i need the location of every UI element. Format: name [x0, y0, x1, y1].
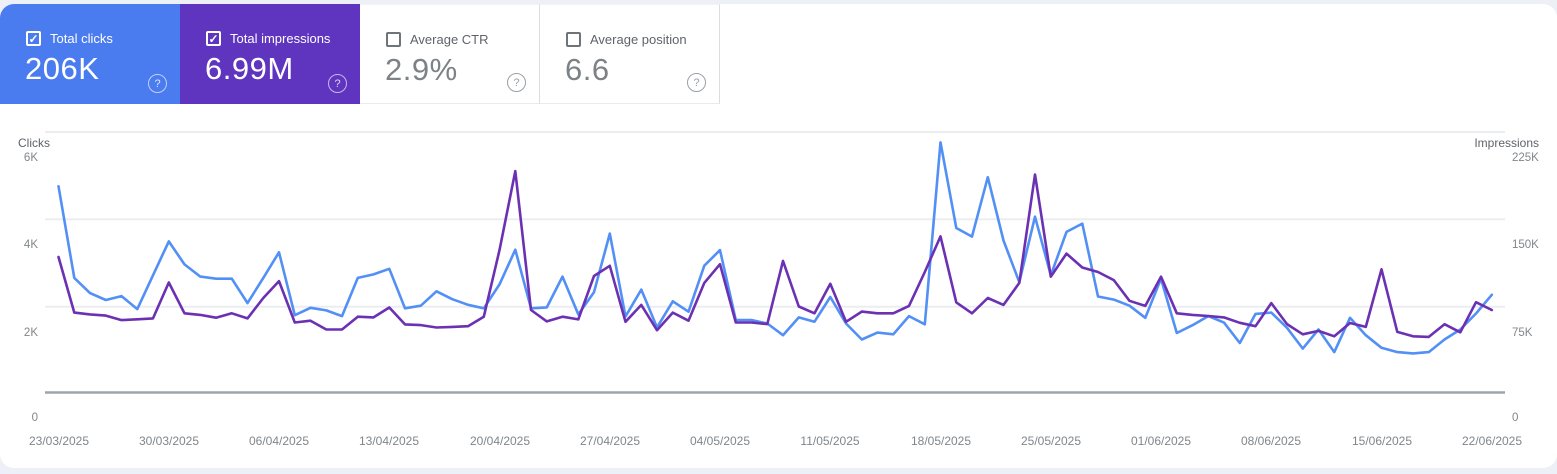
total-clicks-label: Total clicks: [50, 31, 113, 46]
x-axis-date-label: 11/05/2025: [800, 434, 860, 448]
metric-cards-row: ✓ Total clicks 206K ? ✓ Total impression…: [0, 4, 720, 104]
left-axis-title: Clicks: [18, 136, 50, 150]
x-axis-date-label: 15/06/2025: [1351, 434, 1413, 448]
left-axis-tick: 2K: [23, 327, 38, 339]
total-impressions-value: 6.99M: [205, 51, 294, 86]
average-ctr-checkbox[interactable]: [386, 32, 401, 47]
total-clicks-checkbox[interactable]: ✓: [26, 31, 41, 46]
x-axis-date-label: 01/06/2025: [1130, 434, 1192, 448]
x-axis-date-label: 04/05/2025: [689, 434, 751, 448]
card-header: ✓ Total impressions: [206, 31, 330, 46]
right-axis-tick: 150K: [1512, 239, 1539, 251]
left-axis-tick: 6K: [23, 152, 38, 164]
total-clicks-value: 206K: [25, 51, 100, 86]
gridlines: [45, 131, 1505, 394]
left-axis-tick: 0: [31, 412, 38, 424]
right-axis-tick: 0: [1512, 412, 1519, 424]
card-header: ✓ Total clicks: [26, 31, 113, 46]
average-ctr-label: Average CTR: [410, 32, 489, 47]
average-ctr-value: 2.9%: [385, 52, 458, 87]
right-axis-title: Impressions: [1474, 136, 1539, 150]
average-position-label: Average position: [590, 32, 687, 47]
help-icon[interactable]: ?: [507, 73, 526, 92]
average-position-value: 6.6: [565, 52, 610, 87]
metric-card-average-position[interactable]: Average position 6.6 ?: [540, 4, 720, 104]
x-axis-date-label: 25/05/2025: [1020, 434, 1082, 448]
right-axis-tick: 75K: [1512, 327, 1533, 339]
x-axis-date-label: 23/03/2025: [28, 434, 90, 448]
clicks-line[interactable]: [57, 141, 1494, 355]
metric-card-total-clicks[interactable]: ✓ Total clicks 206K ?: [0, 4, 180, 104]
help-icon[interactable]: ?: [328, 74, 347, 93]
metric-card-total-impressions[interactable]: ✓ Total impressions 6.99M ?: [180, 4, 360, 104]
x-axis-date-label: 30/03/2025: [138, 434, 200, 448]
x-axis-date-label: 22/06/2025: [1461, 434, 1523, 448]
help-icon[interactable]: ?: [148, 74, 167, 93]
x-axis-date-label: 18/05/2025: [910, 434, 972, 448]
x-axis-date-label: 06/04/2025: [248, 434, 310, 448]
card-header: Average position: [566, 32, 687, 47]
card-header: Average CTR: [386, 32, 489, 47]
performance-panel: ✓ Total clicks 206K ? ✓ Total impression…: [0, 4, 1557, 468]
x-axis-date-label: 27/04/2025: [579, 434, 641, 448]
average-position-checkbox[interactable]: [566, 32, 581, 47]
left-axis-tick: 4K: [23, 239, 38, 251]
x-axis-date-label: 13/04/2025: [358, 434, 420, 448]
help-icon[interactable]: ?: [687, 73, 706, 92]
total-impressions-checkbox[interactable]: ✓: [206, 31, 221, 46]
x-axis-date-label: 20/04/2025: [469, 434, 531, 448]
performance-line-chart[interactable]: Clicks Impressions 6K 4K 2K 0 225K 150K …: [0, 104, 1557, 468]
right-axis-tick: 225K: [1512, 152, 1539, 164]
chart-canvas[interactable]: [0, 104, 1557, 474]
checkmark-icon: ✓: [28, 31, 39, 46]
metric-card-average-ctr[interactable]: Average CTR 2.9% ?: [360, 4, 540, 104]
checkmark-icon: ✓: [208, 31, 219, 46]
total-impressions-label: Total impressions: [230, 31, 331, 46]
impressions-line[interactable]: [57, 169, 1494, 339]
x-axis-date-label: 08/06/2025: [1240, 434, 1302, 448]
